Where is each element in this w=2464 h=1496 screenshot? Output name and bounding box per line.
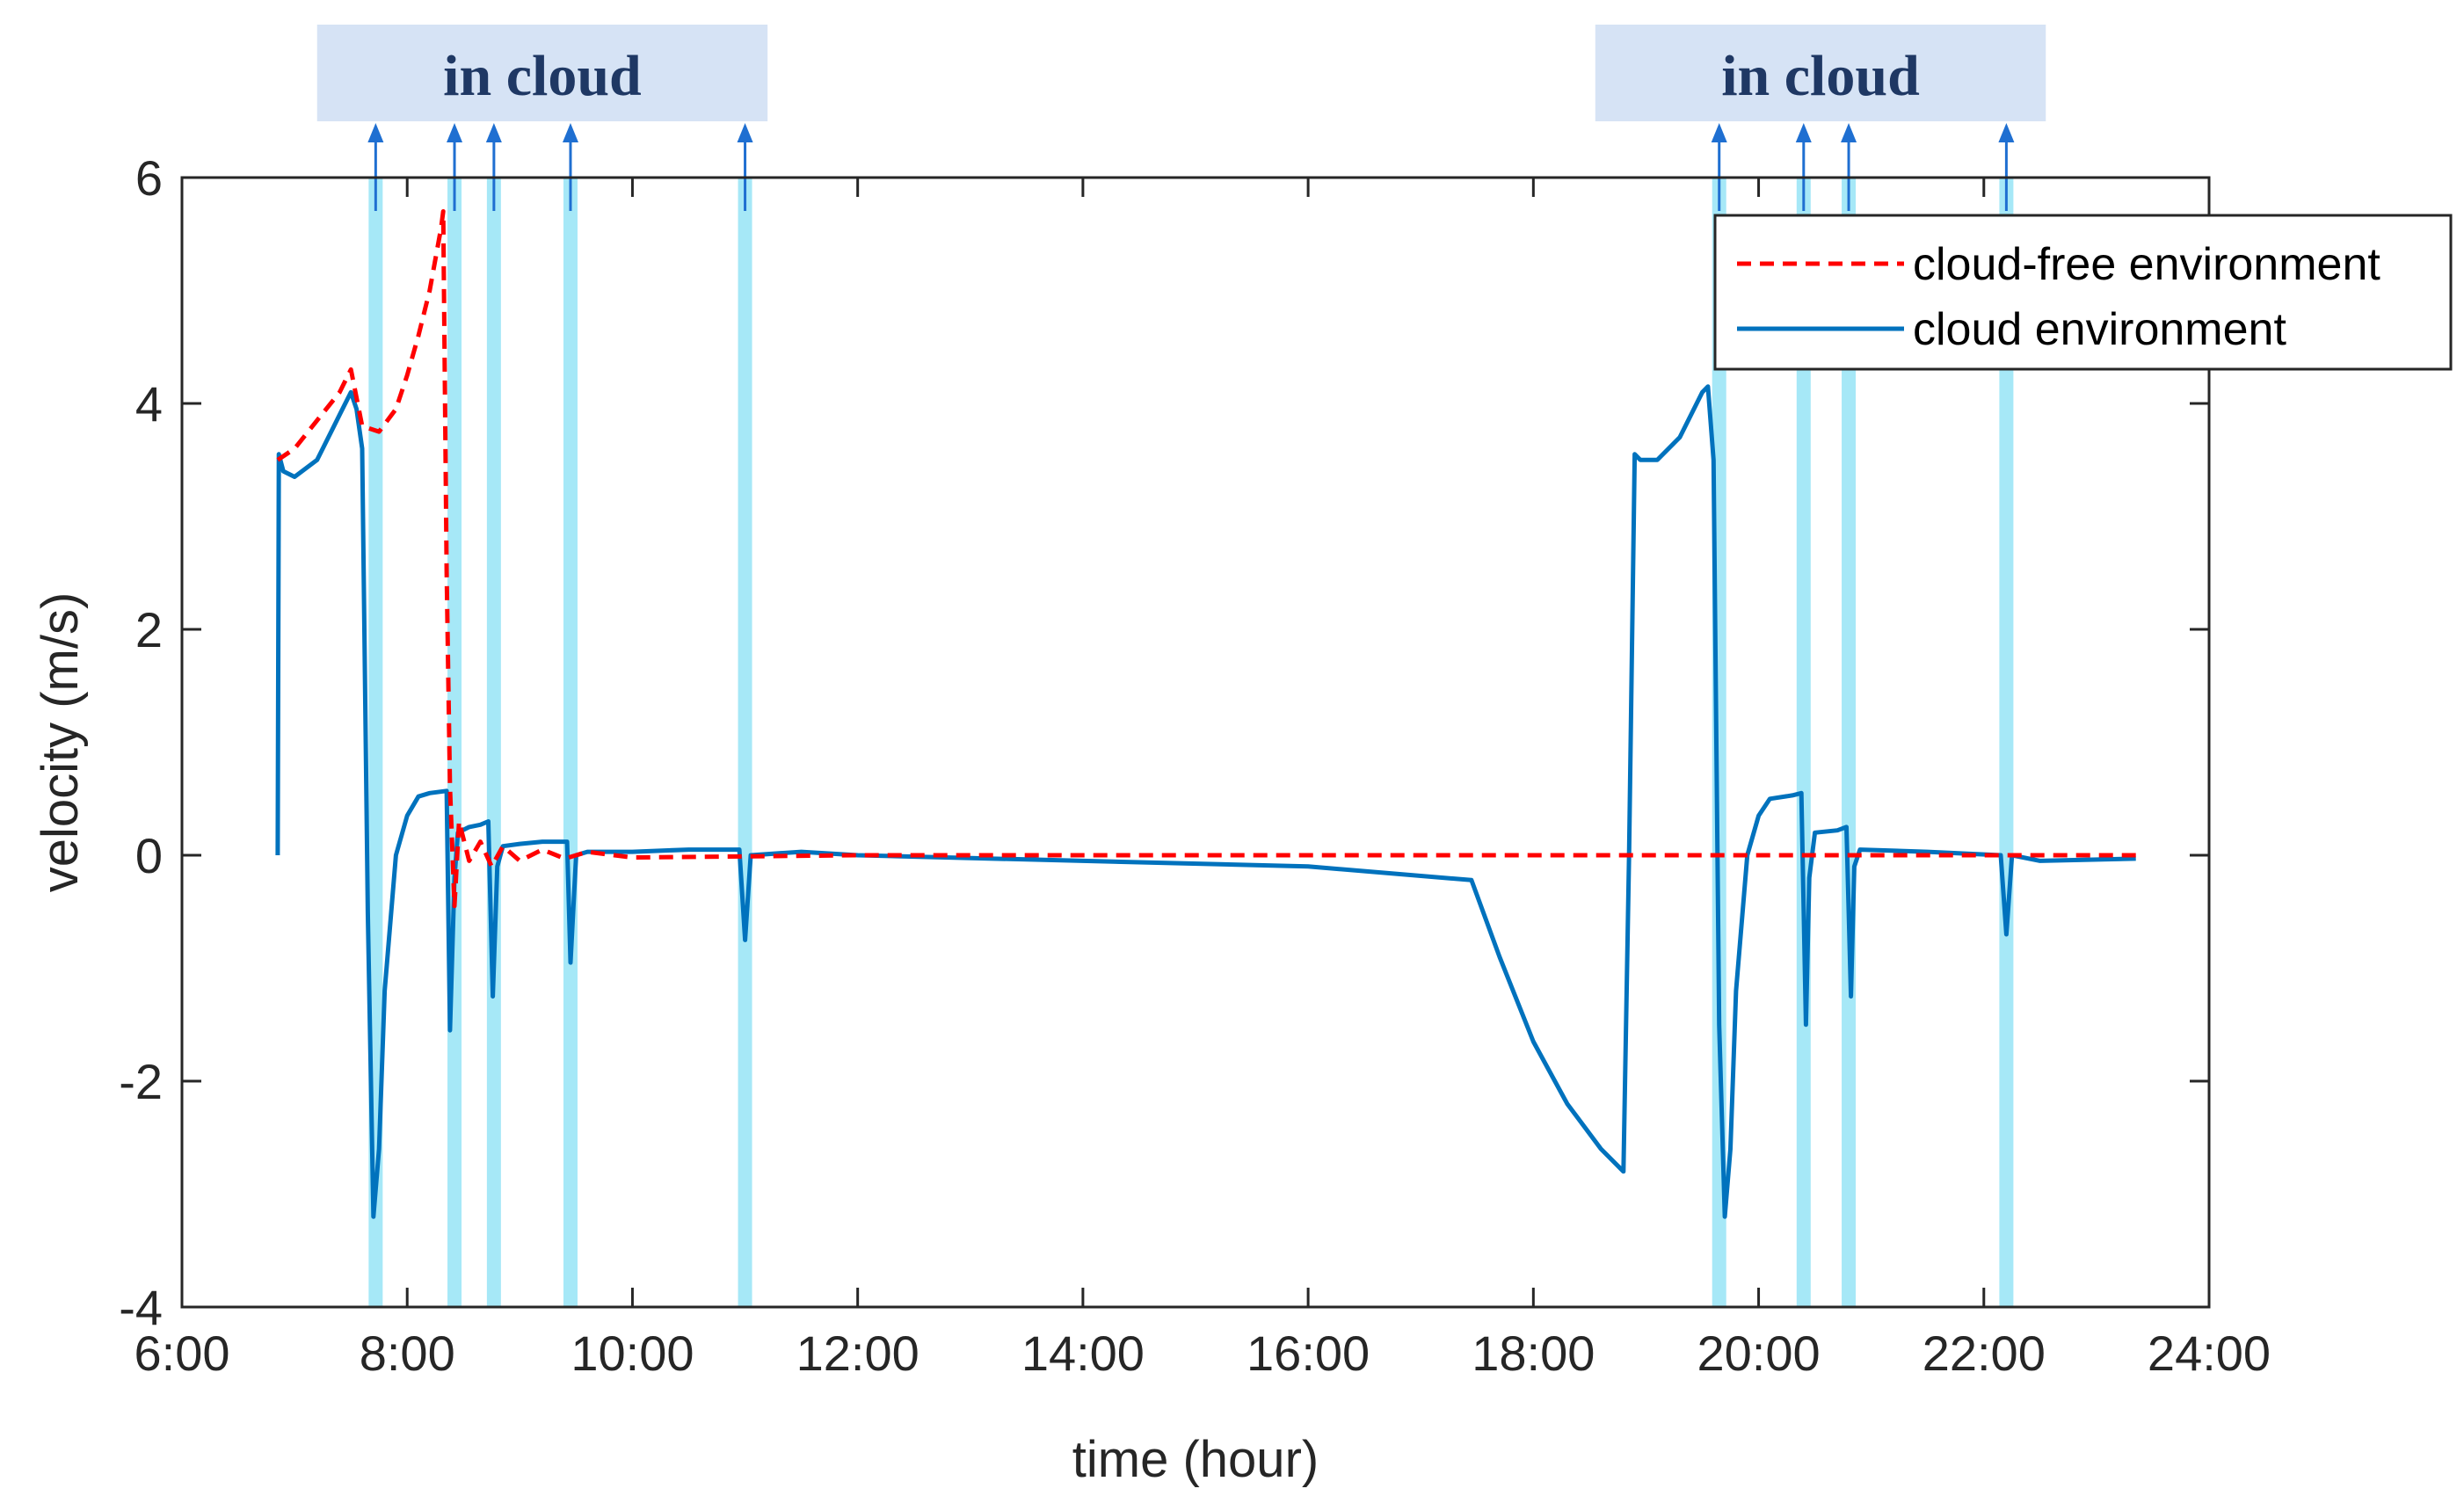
cloud-band-0 bbox=[368, 178, 383, 1307]
x-tick-label-9: 24:00 bbox=[2148, 1325, 2271, 1381]
y-tick-label-2: 2 bbox=[135, 602, 163, 657]
x-tick-label-4: 14:00 bbox=[1021, 1325, 1145, 1381]
x-tick-label-3: 12:00 bbox=[796, 1325, 919, 1381]
cloud-annotations: in cloud in cloud bbox=[316, 25, 2046, 121]
series-layer bbox=[275, 209, 2136, 1219]
cloud-arrow-head-5 bbox=[1711, 123, 1727, 142]
cloud-arrow-head-6 bbox=[1795, 123, 1812, 142]
cloud-band-1 bbox=[447, 178, 462, 1307]
legend-label-0: cloud-free environment bbox=[1913, 239, 2380, 290]
x-tick-label-5: 16:00 bbox=[1247, 1325, 1370, 1381]
cloud-arrow-head-7 bbox=[1841, 123, 1857, 142]
cloud-band-8 bbox=[1999, 178, 2014, 1307]
legend: cloud-free environment cloud environment bbox=[1713, 214, 2453, 371]
y-tick-label-0: 6 bbox=[135, 150, 163, 206]
cloud-bands bbox=[367, 123, 2015, 1307]
x-tick-label-1: 8:00 bbox=[360, 1325, 455, 1381]
series-line-cloud-free bbox=[276, 209, 2136, 909]
cloud-band-4 bbox=[738, 178, 752, 1307]
y-tick-label-5: -4 bbox=[119, 1280, 163, 1335]
x-tick-label-6: 18:00 bbox=[1472, 1325, 1595, 1381]
plot-frame bbox=[180, 176, 2211, 1309]
cloud-arrow-head-0 bbox=[367, 123, 384, 142]
cloud-band-2 bbox=[486, 178, 501, 1307]
cloud-label-0: in cloud bbox=[443, 44, 642, 108]
x-tick-label-7: 20:00 bbox=[1697, 1325, 1820, 1381]
cloud-label-1: in cloud bbox=[1721, 44, 1920, 108]
y-tick-label-1: 4 bbox=[135, 376, 163, 432]
cloud-arrow-head-3 bbox=[562, 123, 578, 142]
legend-box bbox=[1713, 214, 2453, 371]
cloud-box-1 bbox=[1595, 25, 2046, 121]
y-tick-label-3: 0 bbox=[135, 828, 163, 883]
y-ticks: 6 4 2 0 -2 -4 bbox=[119, 150, 2209, 1335]
x-tick-label-8: 22:00 bbox=[1923, 1325, 2046, 1381]
x-tick-label-2: 10:00 bbox=[571, 1325, 694, 1381]
x-ticks: 6:00 8:00 10:00 12:00 14:00 16:00 18:00 20:00 22… bbox=[134, 178, 2271, 1381]
cloud-band-3 bbox=[563, 178, 578, 1307]
y-axis-label: velocity (m/s) bbox=[32, 592, 89, 893]
cloud-band-7 bbox=[1842, 178, 1857, 1307]
cloud-arrow-head-8 bbox=[1998, 123, 2015, 142]
cloud-arrow-head-1 bbox=[447, 123, 463, 142]
cloud-arrow-head-2 bbox=[485, 123, 502, 142]
cloud-box-0 bbox=[316, 25, 768, 121]
y-tick-label-4: -2 bbox=[119, 1054, 163, 1109]
legend-label-1: cloud environment bbox=[1913, 304, 2286, 355]
series-line-cloud bbox=[275, 384, 2136, 1219]
x-axis-label: time (hour) bbox=[1072, 1431, 1319, 1488]
cloud-arrow-head-4 bbox=[737, 123, 753, 142]
x-tick-label-0: 6:00 bbox=[134, 1325, 230, 1381]
